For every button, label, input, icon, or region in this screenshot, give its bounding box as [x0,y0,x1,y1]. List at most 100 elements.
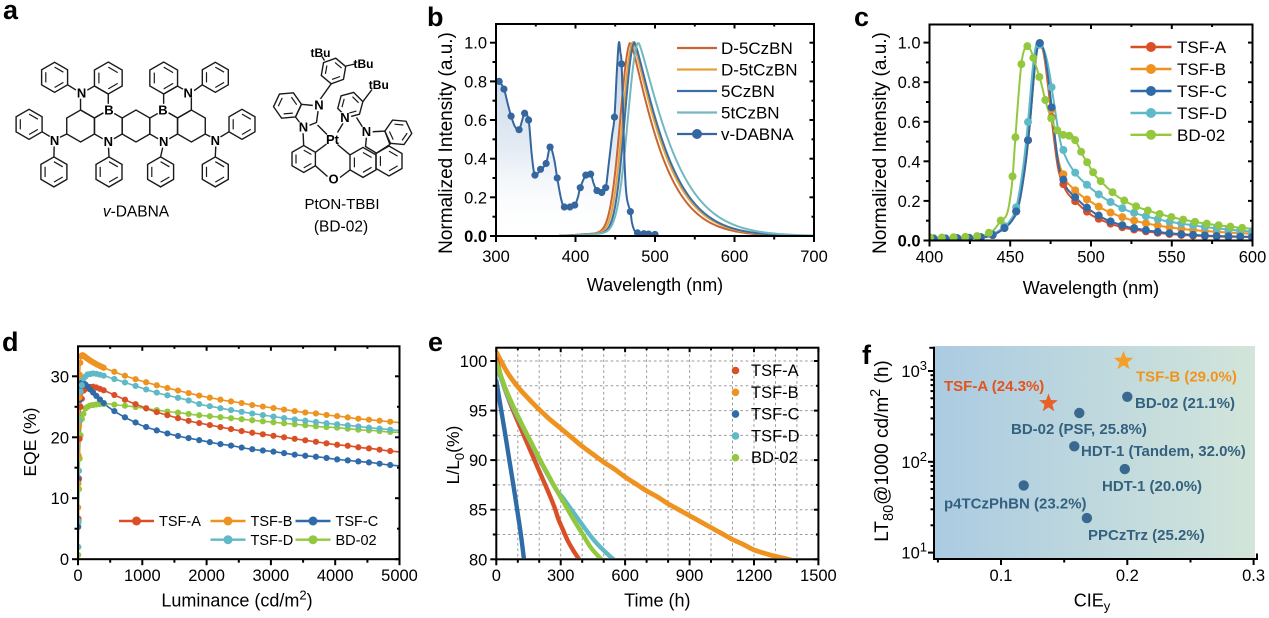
svg-text:a: a [3,0,19,25]
svg-text:tBu: tBu [311,46,331,60]
svg-text:N: N [184,85,193,100]
svg-text:N: N [159,134,168,149]
svg-text:PtON-TBBI: PtON-TBBI [304,196,379,213]
svg-text:TSF-B: TSF-B [751,384,799,402]
svg-text:TSF-D: TSF-D [251,533,294,549]
svg-text:BD-02: BD-02 [336,533,377,549]
svg-text:TSF-C: TSF-C [336,514,379,530]
svg-text:3000: 3000 [253,567,290,585]
svg-text:N: N [77,85,86,100]
svg-text:300: 300 [482,248,510,266]
svg-text:400: 400 [916,249,944,267]
svg-text:30: 30 [51,368,69,386]
svg-text:10: 10 [51,490,69,508]
svg-text:c: c [854,2,869,32]
svg-text:TSF-A: TSF-A [1177,38,1227,57]
svg-text:0.6: 0.6 [898,114,921,132]
svg-text:5000: 5000 [381,567,418,585]
svg-text:BD-02 (PSF, 25.8%): BD-02 (PSF, 25.8%) [1011,421,1147,438]
svg-text:0: 0 [492,567,501,585]
svg-text:N: N [340,110,349,125]
svg-text:O: O [329,172,339,187]
svg-text:1000: 1000 [124,567,161,585]
svg-text:0.1: 0.1 [990,567,1013,585]
svg-text:BD-02: BD-02 [1177,126,1225,145]
svg-text:(BD-02): (BD-02) [314,219,368,236]
svg-text:Pt: Pt [326,132,340,147]
svg-text:BD-02: BD-02 [751,449,798,467]
svg-text:1500: 1500 [800,567,837,585]
svg-text:B: B [104,103,113,118]
svg-text:700: 700 [800,248,828,266]
svg-text:TSF-B (29.0%): TSF-B (29.0%) [1136,369,1237,386]
svg-text:550: 550 [1158,249,1186,267]
svg-text:600: 600 [1239,249,1267,267]
svg-text:0.6: 0.6 [464,112,487,130]
svg-text:90: 90 [469,452,487,470]
svg-text:D-5CzBN: D-5CzBN [721,39,793,58]
svg-text:300: 300 [547,567,575,585]
svg-text:d: d [2,327,19,357]
svg-text:5tCzBN: 5tCzBN [721,104,780,123]
svg-text:D-5tCzBN: D-5tCzBN [721,61,798,80]
svg-text:HDT-1 (20.0%): HDT-1 (20.0%) [1102,478,1202,495]
svg-text:B: B [158,103,167,118]
svg-text:450: 450 [996,249,1024,267]
svg-text:N: N [211,133,220,148]
svg-text:5CzBN: 5CzBN [721,82,775,101]
svg-text:80: 80 [469,551,487,569]
svg-text:0.4: 0.4 [464,151,487,169]
svg-text:Wavelength (nm): Wavelength (nm) [1023,278,1159,298]
svg-text:TSF-A (24.3%): TSF-A (24.3%) [944,378,1044,395]
svg-text:TSF-D: TSF-D [1177,104,1227,123]
svg-text:Luminance (cd/m2): Luminance (cd/m2) [161,588,312,611]
svg-text:PPCzTrz (25.2%): PPCzTrz (25.2%) [1088,527,1205,544]
svg-text:tBu: tBu [369,78,389,92]
svg-text:600: 600 [721,248,749,266]
svg-text:0: 0 [73,567,82,585]
svg-text:TSF-A: TSF-A [751,362,799,380]
svg-text:0.8: 0.8 [464,73,487,91]
svg-text:500: 500 [1077,249,1105,267]
svg-text:TSF-B: TSF-B [1177,60,1226,79]
svg-text:95: 95 [469,403,487,421]
svg-text:BD-02 (21.1%): BD-02 (21.1%) [1135,395,1235,412]
svg-text:0.8: 0.8 [898,74,921,92]
svg-text:85: 85 [469,502,487,520]
svg-text:TSF-B: TSF-B [251,514,293,530]
svg-text:Time (h): Time (h) [624,591,690,611]
svg-text:1200: 1200 [736,567,773,585]
svg-text:0.2: 0.2 [898,193,921,211]
svg-text:Wavelength (nm): Wavelength (nm) [587,275,723,295]
svg-text:4000: 4000 [317,567,354,585]
svg-text:0.0: 0.0 [898,233,921,251]
svg-text:EQE (%): EQE (%) [20,407,40,476]
svg-text:N: N [299,120,308,135]
svg-text:0.3: 0.3 [1242,567,1265,585]
svg-text:400: 400 [562,248,590,266]
svg-text:0.4: 0.4 [898,153,921,171]
svg-text:TSF-A: TSF-A [159,514,201,530]
svg-text:0.2: 0.2 [1116,567,1139,585]
svg-text:b: b [427,2,444,32]
svg-text:TSF-D: TSF-D [751,427,800,445]
svg-text:Normalized Intensity (a.u.): Normalized Intensity (a.u.) [870,32,891,254]
svg-text:v-DABNA: v-DABNA [103,204,170,221]
svg-text:1.0: 1.0 [464,35,487,53]
svg-text:500: 500 [641,248,669,266]
svg-text:p4TCzPhBN (23.2%): p4TCzPhBN (23.2%) [944,496,1087,513]
svg-text:N: N [314,98,323,113]
svg-text:1.0: 1.0 [898,35,921,53]
svg-text:0: 0 [60,551,69,569]
svg-text:0.0: 0.0 [464,228,487,246]
svg-text:100: 100 [460,353,488,371]
svg-text:TSF-C: TSF-C [1177,82,1227,101]
svg-text:Normalized Intensity (a.u.): Normalized Intensity (a.u.) [436,32,457,254]
svg-text:20: 20 [51,429,69,447]
svg-text:e: e [428,327,443,357]
svg-text:N: N [362,124,371,139]
svg-text:f: f [862,340,872,370]
svg-text:2000: 2000 [188,567,225,585]
svg-text:v-DABNA: v-DABNA [721,125,794,144]
svg-text:CIEy: CIEy [1074,591,1111,614]
